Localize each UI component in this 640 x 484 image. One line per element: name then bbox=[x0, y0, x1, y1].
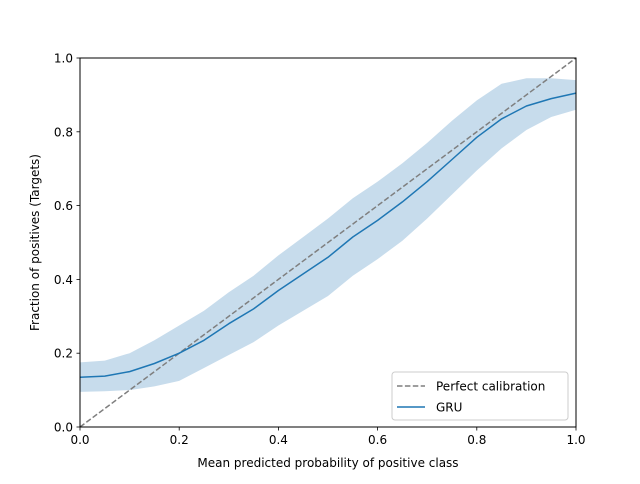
x-tick-label: 1.0 bbox=[566, 433, 585, 447]
x-axis-label: Mean predicted probability of positive c… bbox=[197, 456, 458, 470]
y-tick-label: 0.6 bbox=[54, 199, 73, 213]
plot-area bbox=[79, 57, 577, 428]
legend-label-perfect-calibration: Perfect calibration bbox=[436, 380, 545, 394]
legend-label-gru: GRU bbox=[436, 401, 462, 415]
legend-box bbox=[391, 371, 569, 421]
gru-confidence-band bbox=[80, 78, 576, 392]
y-tick-label: 1.0 bbox=[54, 52, 73, 66]
x-tick-label: 0.0 bbox=[70, 433, 89, 447]
x-tick-label: 0.8 bbox=[467, 433, 486, 447]
y-tick-label: 0.2 bbox=[54, 347, 73, 361]
y-axis-label: Fraction of positives (Targets) bbox=[28, 154, 42, 331]
x-tick-label: 0.2 bbox=[170, 433, 189, 447]
x-tick-label: 0.6 bbox=[368, 433, 387, 447]
x-tick-label: 0.4 bbox=[269, 433, 288, 447]
y-tick-label: 0.0 bbox=[54, 421, 73, 435]
axis-ticks: 0.0 0.2 0.4 0.6 0.8 1.0 0.0 0.2 0.4 0.6 0.8 1.0 bbox=[54, 52, 586, 448]
perfect-calibration-line bbox=[79, 57, 577, 428]
legend: Perfect calibration GRU bbox=[391, 371, 569, 421]
y-tick-label: 0.8 bbox=[54, 125, 73, 139]
y-tick-label: 0.4 bbox=[54, 273, 73, 287]
gru-line bbox=[79, 92, 577, 378]
axes-frame bbox=[79, 57, 577, 428]
